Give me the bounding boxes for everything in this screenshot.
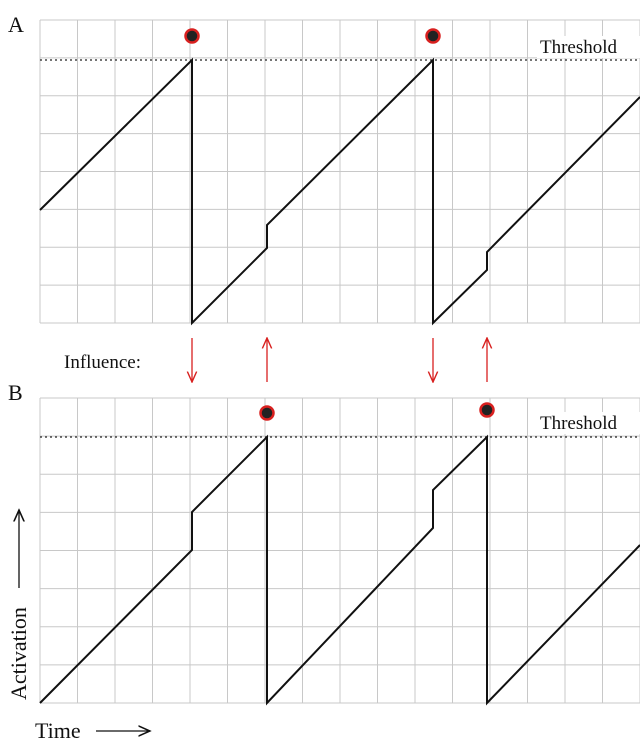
- panel-label: A: [8, 12, 24, 37]
- label-bg: [537, 412, 640, 434]
- spike: [425, 28, 441, 44]
- grid-b: [39, 397, 640, 704]
- activation-trace-a: [39, 57, 640, 326]
- spike: [259, 405, 275, 421]
- label-bg: [537, 36, 640, 58]
- spike: [184, 28, 200, 44]
- activation-trace-b: [39, 434, 640, 706]
- grid-a: [39, 19, 640, 324]
- y-axis-label: Activation: [6, 607, 31, 700]
- spike: [479, 402, 495, 418]
- threshold-label: Threshold: [540, 413, 618, 434]
- influence-label: Influence:: [64, 352, 141, 373]
- panel-label: B: [8, 380, 23, 405]
- x-axis-label: Time: [35, 718, 81, 743]
- threshold-label: Threshold: [540, 37, 618, 58]
